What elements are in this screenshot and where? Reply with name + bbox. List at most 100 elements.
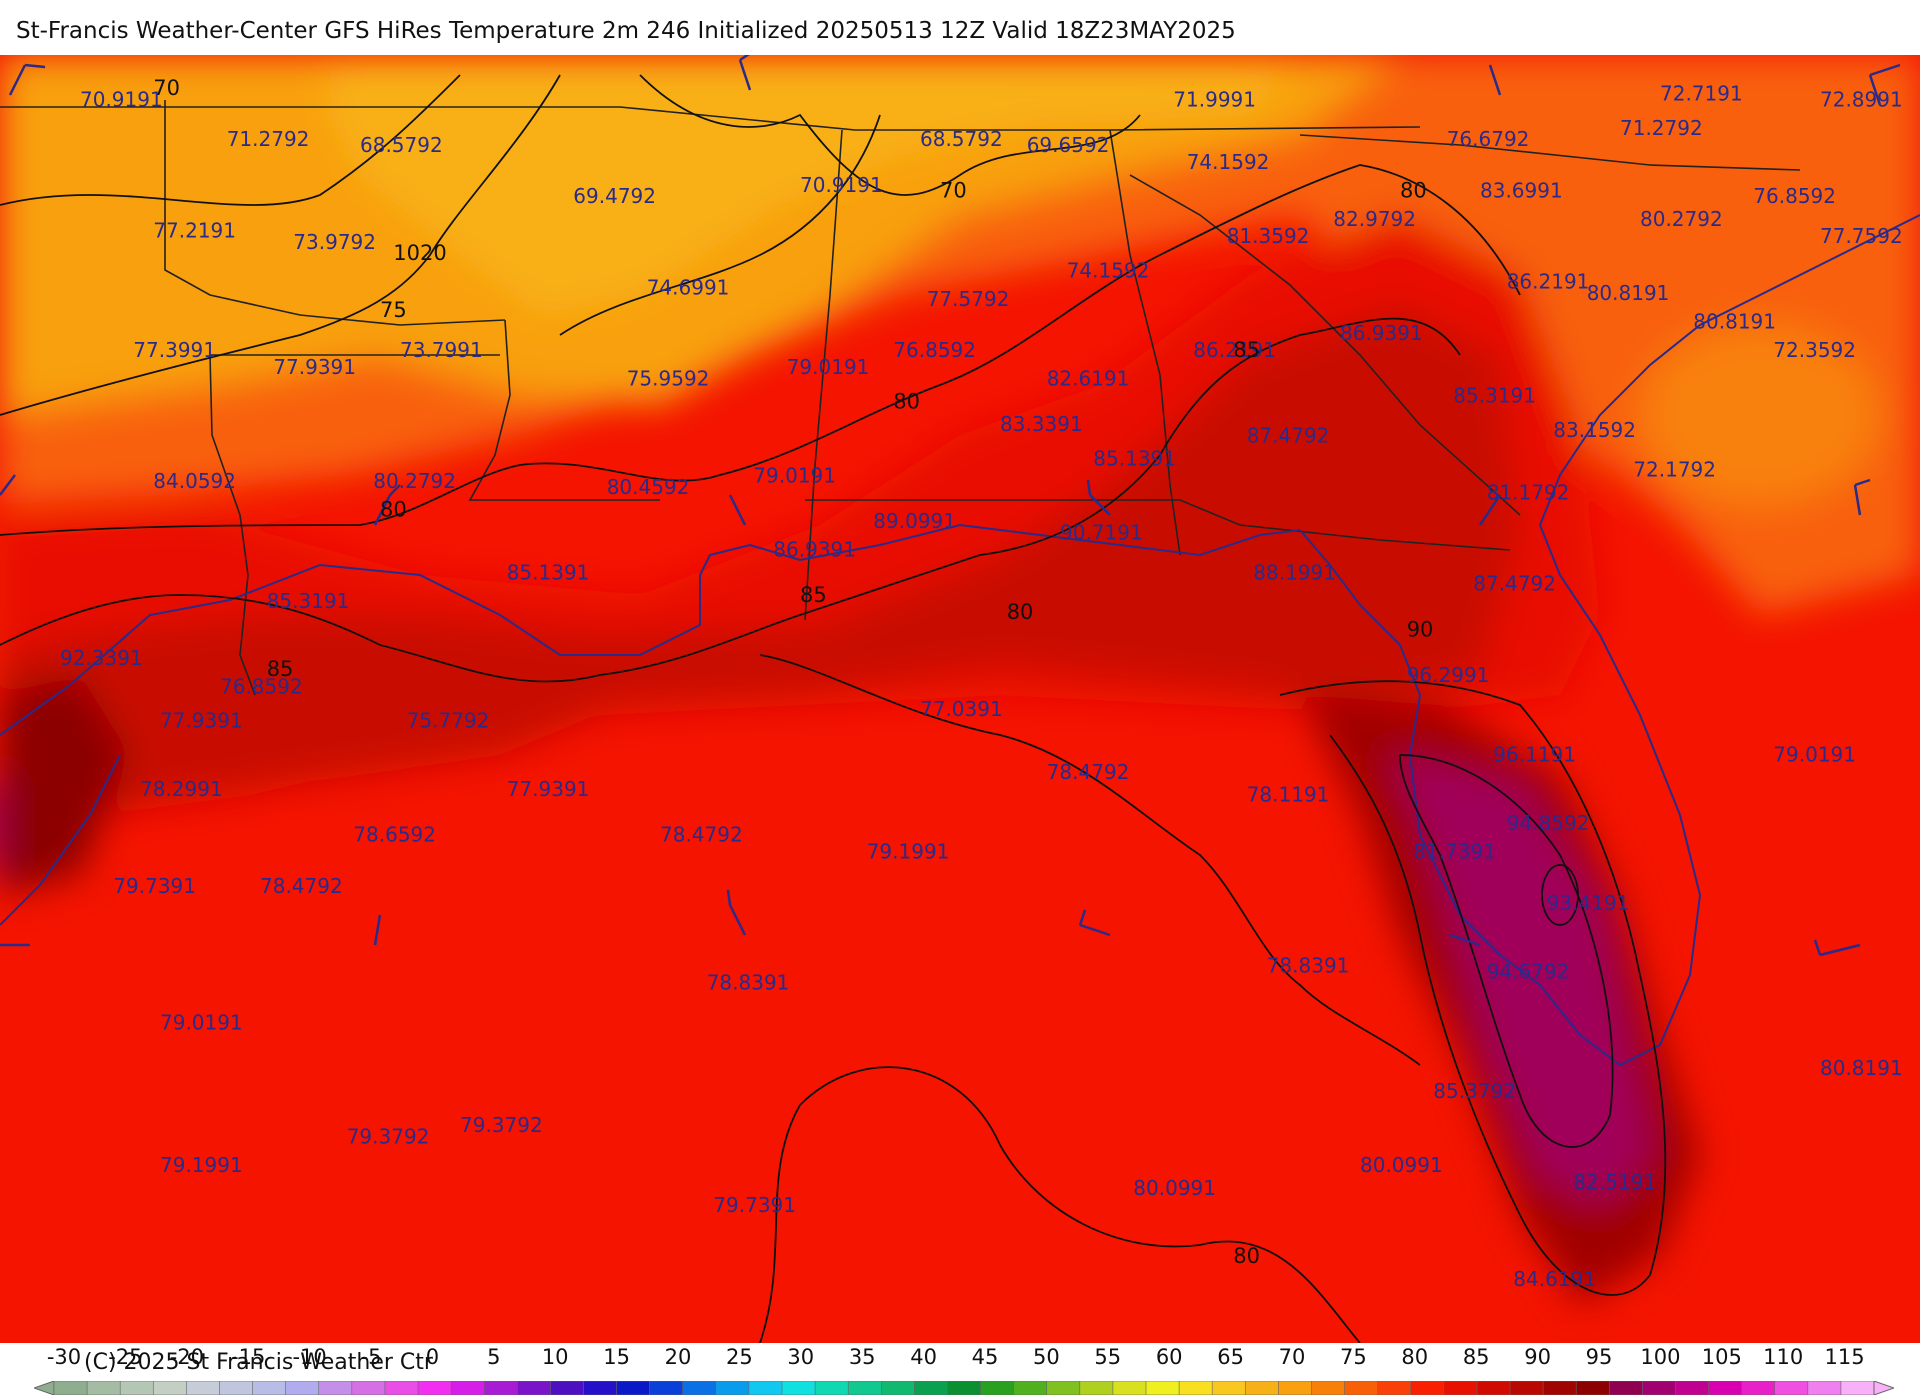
temperature-label: 89.0991 — [873, 509, 956, 533]
temperature-label: 76.8592 — [1753, 184, 1836, 208]
colorbar-tick-label: 50 — [1033, 1345, 1060, 1369]
colorbar-cell — [550, 1381, 585, 1395]
colorbar-tick-label: 25 — [726, 1345, 753, 1369]
colorbar-cell — [152, 1381, 187, 1395]
colorbar-tick-label: -20 — [169, 1345, 204, 1369]
temperature-label: 82.5191 — [1573, 1170, 1656, 1194]
isotherm-75 — [0, 74, 561, 416]
temperature-label: 80.4592 — [607, 475, 690, 499]
temperature-label: 82.9792 — [1333, 207, 1416, 231]
colorbar-cell — [980, 1381, 1015, 1395]
wind-barb — [1813, 939, 1861, 957]
band-85-to-90-texas — [0, 675, 130, 895]
colorbar-tick-label: -5 — [360, 1345, 382, 1369]
temperature-label: 79.1991 — [160, 1153, 243, 1177]
temperature-label: 79.7391 — [713, 1193, 796, 1217]
temperature-label: 78.8391 — [1267, 954, 1350, 978]
temperature-label: 72.1792 — [1633, 458, 1716, 482]
colorbar-cell — [1178, 1381, 1213, 1395]
temperature-label: 80.2792 — [373, 469, 456, 493]
colorbar-cell — [86, 1381, 121, 1395]
band-85-to-90 — [0, 305, 1520, 815]
temperature-label: 87.4792 — [1247, 424, 1330, 448]
temperature-label: 75.7792 — [407, 709, 490, 733]
isotherm-labels: 70 70 1020 75 80 85 80 80 85 80 90 85 80 — [153, 76, 1433, 1268]
temperature-label: 81.3592 — [1227, 224, 1310, 248]
colorbar-tick-label: 0 — [425, 1345, 440, 1369]
temperature-label: 78.8391 — [707, 971, 790, 995]
colorbar-cell — [781, 1381, 816, 1395]
colorbar-tick-label: 40 — [910, 1345, 937, 1369]
colorbar-cell — [1708, 1381, 1743, 1395]
temperature-label: 74.1592 — [1187, 150, 1270, 174]
temperature-label: 86.9391 — [773, 538, 856, 562]
border-mississippi-alabama — [804, 129, 843, 621]
colorbar-cell — [1774, 1381, 1809, 1395]
temperature-label: 74.6991 — [647, 275, 730, 299]
colorbar-cell — [1079, 1381, 1114, 1395]
isotherm-70 — [0, 74, 461, 206]
gulf-coastline — [0, 523, 1702, 1067]
colorbar-cell — [1244, 1381, 1279, 1395]
colorbar-cell — [1642, 1381, 1677, 1395]
isotherm-label: 85 — [1233, 338, 1260, 362]
colorbar-tick-label: 90 — [1524, 1345, 1551, 1369]
colorbar-cell — [351, 1381, 386, 1395]
colorbar-tick-label: 70 — [1278, 1345, 1306, 1369]
temperature-map: 70.9191 71.2792 68.5792 69.4792 70.9191 68.57… — [0, 55, 1920, 1343]
isotherm-75-b — [559, 114, 881, 336]
colorbar-cell — [1840, 1381, 1875, 1395]
isotherm-85 — [0, 317, 1461, 683]
isotherm-label: 70 — [940, 179, 967, 203]
temperature-label: 72.3592 — [1773, 338, 1856, 362]
temperature-label: 77.2191 — [153, 218, 236, 242]
colorbar-cell — [748, 1381, 783, 1395]
temperature-label: 69.6592 — [1027, 133, 1110, 157]
wind-barb — [373, 484, 401, 526]
colorbar-min-arrow — [34, 1381, 55, 1395]
temperature-label: 80.2792 — [1640, 207, 1723, 231]
isotherm-70-east — [639, 74, 1141, 196]
colorbar-cell — [119, 1381, 154, 1395]
colorbar-cell — [1112, 1381, 1147, 1395]
colorbar-cell — [450, 1381, 485, 1395]
colorbar-cell — [219, 1381, 254, 1395]
temperature-label: 79.0191 — [753, 463, 836, 487]
isotherm-95 — [1399, 754, 1614, 1148]
temperature-label: 83.6991 — [1480, 179, 1563, 203]
temperature-label: 88.1991 — [1253, 560, 1336, 584]
temperature-label: 71.2792 — [1620, 116, 1703, 140]
temperature-label: 70.9191 — [80, 87, 163, 111]
colorbar-cell — [417, 1381, 452, 1395]
temperature-label: 96.2991 — [1407, 663, 1490, 687]
temperature-label: 68.5792 — [360, 133, 443, 157]
colorbar-cell — [53, 1381, 88, 1395]
border-florida-georgia — [805, 499, 1511, 551]
isotherm-label: 85 — [267, 657, 294, 681]
temperature-label: 72.8991 — [1820, 87, 1903, 111]
border-texas-oklahoma — [164, 100, 506, 326]
border-alabama-georgia — [1109, 129, 1181, 556]
temperature-label: 84.6191 — [1513, 1267, 1596, 1291]
isotherm-label: 80 — [1233, 1244, 1260, 1268]
colorbar-tick-label: 60 — [1155, 1345, 1183, 1369]
wind-barb — [1488, 64, 1502, 96]
temperature-label: 85.3191 — [267, 589, 350, 613]
border-louisiana-mississippi — [468, 319, 660, 501]
colorbar-cell — [1410, 1381, 1445, 1395]
colorbar-tick-label: 35 — [848, 1345, 876, 1369]
temperature-label: 81.7391 — [1413, 840, 1496, 864]
wind-barb — [728, 494, 747, 526]
coastline — [0, 214, 1920, 1067]
temperature-label: 90.7191 — [1060, 520, 1143, 544]
temperature-label: 71.9991 — [1173, 87, 1256, 111]
colorbar-tick-label: -10 — [292, 1345, 327, 1369]
temperature-label: 83.3391 — [1000, 412, 1083, 436]
colorbar-cell — [1211, 1381, 1246, 1395]
colorbar-cell — [914, 1381, 949, 1395]
wind-barb — [1868, 63, 1901, 106]
isotherm-label: 80 — [380, 498, 407, 522]
colorbar-cell — [1807, 1381, 1842, 1395]
colorbar-tick-label: 75 — [1340, 1345, 1367, 1369]
temperature-label: 78.1191 — [1247, 783, 1330, 807]
